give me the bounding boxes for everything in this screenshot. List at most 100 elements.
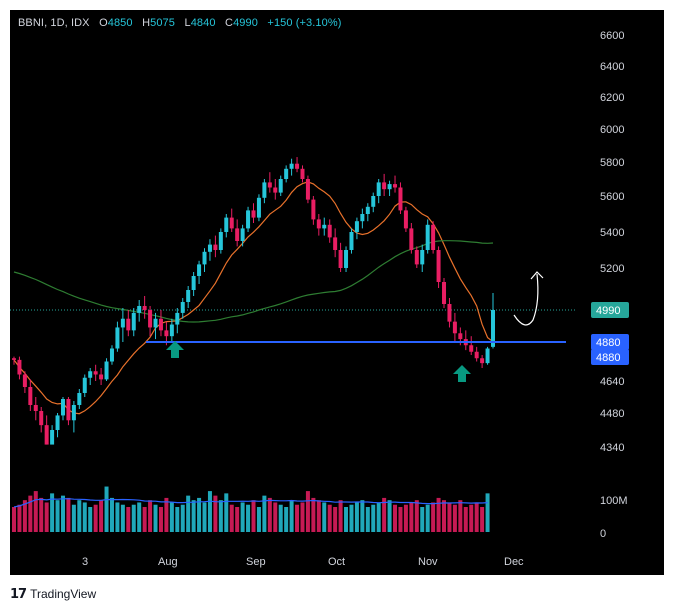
volume-bar <box>17 504 22 532</box>
candle-body <box>295 163 300 169</box>
candle-body <box>338 250 343 268</box>
candle-body <box>398 187 403 211</box>
price-tag-box <box>591 348 629 365</box>
candle-body <box>213 244 218 250</box>
open-value: 4850 <box>107 17 133 29</box>
ma-fast-line <box>13 181 494 415</box>
price-axis-label: 6400 <box>600 61 624 73</box>
candle-body <box>28 387 33 405</box>
price-tag-label: 4990 <box>596 305 620 317</box>
volume-bar <box>295 504 300 532</box>
chart-panel[interactable]: 6600 6400 6200 6000 5800 5600 5400 5200 4640 4480… <box>10 10 664 575</box>
candle-body <box>431 224 436 250</box>
candle-body <box>360 214 365 222</box>
volume-bar <box>360 500 365 532</box>
time-axis-label: Aug <box>158 556 178 568</box>
candle-body <box>284 168 289 179</box>
volume-bar <box>251 500 256 532</box>
volume-bar <box>463 507 468 532</box>
candle-body <box>12 358 16 360</box>
candle-body <box>66 399 71 421</box>
volume-bar <box>39 497 44 532</box>
candle-body <box>485 348 490 364</box>
volume-bar <box>365 507 370 532</box>
price-axis-label: 4480 <box>600 408 624 420</box>
candle-body <box>289 163 294 169</box>
volume-axis-label: 100M <box>600 495 628 507</box>
price-axis-label: 6200 <box>600 92 624 104</box>
candle-body <box>425 224 430 250</box>
volume-bar <box>474 502 479 532</box>
candle-body <box>229 217 234 229</box>
volume-bar <box>311 497 316 532</box>
volume-bar <box>420 507 425 532</box>
candle-body <box>447 304 452 322</box>
tradingview-branding[interactable]: 17 TradingView <box>10 585 96 603</box>
candle-body <box>99 374 104 380</box>
symbol-label: BBNI, 1D, IDX <box>18 17 90 29</box>
volume-bar <box>224 493 229 532</box>
volume-bar <box>88 507 93 532</box>
volume-bar <box>207 491 212 532</box>
support-touch-arrow-icon <box>166 341 184 358</box>
candle-body <box>452 321 457 334</box>
candle-body <box>153 318 158 328</box>
price-tag-box <box>591 334 629 350</box>
volume-bar <box>33 491 38 532</box>
price-axis-label: 5400 <box>600 227 624 239</box>
candle-body <box>120 318 125 328</box>
volume-bar <box>93 504 98 532</box>
candle-body <box>311 199 316 220</box>
candle-body <box>235 228 240 241</box>
volume-bar <box>425 504 430 532</box>
volume-bar <box>284 507 289 532</box>
time-axis-label: Nov <box>418 556 438 568</box>
volume-bars <box>12 486 490 532</box>
candle-body <box>142 306 147 310</box>
candle-body <box>50 430 55 445</box>
volume-bar <box>142 507 147 532</box>
tradingview-logo-icon: 17 <box>10 586 27 602</box>
time-axis-label: Oct <box>328 556 345 568</box>
time-axis-label: Sep <box>246 556 266 568</box>
low-value: 4840 <box>190 17 216 29</box>
candle-body <box>104 361 109 380</box>
volume-bar <box>148 500 153 532</box>
candle-body <box>186 290 191 302</box>
volume-bar <box>99 500 104 532</box>
volume-bar <box>218 500 223 532</box>
volume-bar <box>387 500 392 532</box>
open-label: O <box>99 17 108 29</box>
volume-bar <box>158 507 163 532</box>
volume-bar <box>338 500 343 532</box>
volume-bar <box>431 502 436 532</box>
price-tag-label: 4880 <box>596 337 620 349</box>
volume-bar <box>278 504 283 532</box>
volume-bar <box>327 504 332 532</box>
volume-bar <box>262 495 267 532</box>
candle-body <box>191 276 196 290</box>
volume-bar <box>393 504 398 532</box>
volume-bar <box>322 502 327 532</box>
candle-body <box>197 264 202 276</box>
candle-body <box>267 182 272 188</box>
close-label: C <box>225 17 234 29</box>
volume-bar <box>12 507 16 532</box>
candle-body <box>469 345 474 352</box>
candle-body <box>262 182 267 198</box>
candle-body <box>82 377 87 393</box>
candlestick-chart[interactable]: 6600 6400 6200 6000 5800 5600 5400 5200 4640 4480… <box>10 10 664 575</box>
tradingview-brand: TradingView <box>30 587 97 601</box>
low-label: L <box>184 17 191 29</box>
price-axis-label: 4340 <box>600 442 624 454</box>
candle-body <box>256 197 261 218</box>
volume-bar <box>354 502 359 532</box>
candle-body <box>71 405 76 421</box>
time-axis-label: Dec <box>504 556 524 568</box>
volume-bar <box>50 493 55 532</box>
volume-bar <box>137 502 142 532</box>
candle-body <box>327 224 332 238</box>
candle-body <box>44 425 49 445</box>
volume-bar <box>82 502 87 532</box>
volume-bar <box>371 504 376 532</box>
